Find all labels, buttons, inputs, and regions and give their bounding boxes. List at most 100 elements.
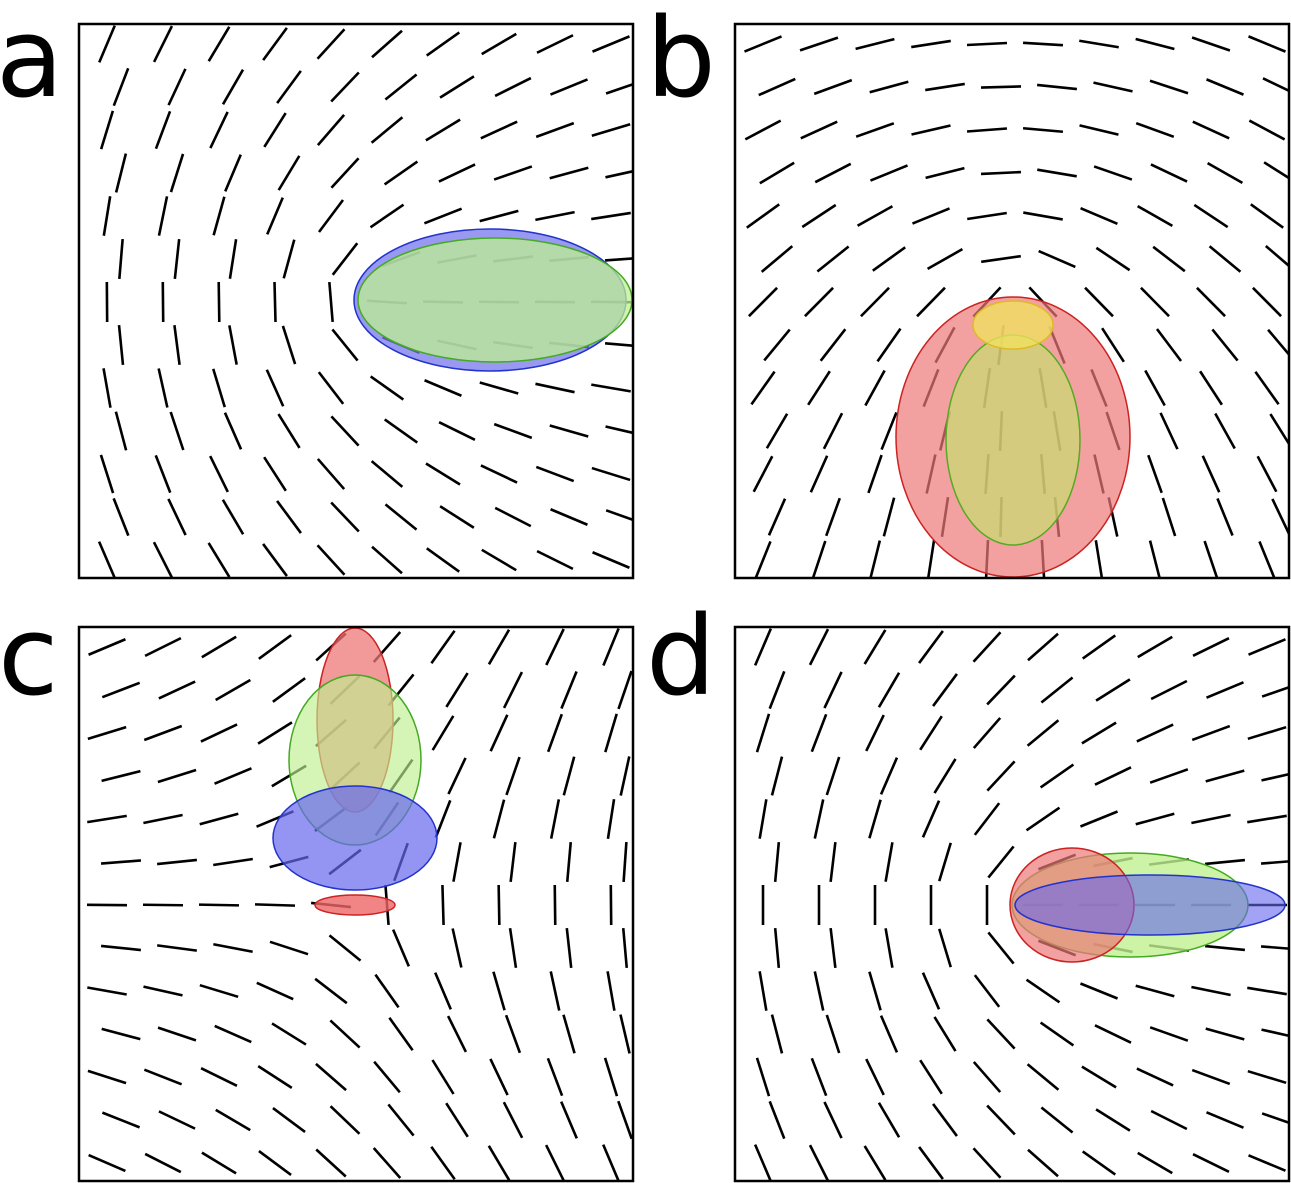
director-segment bbox=[911, 124, 951, 136]
director-segment bbox=[1192, 1153, 1230, 1173]
director-segment bbox=[591, 383, 631, 393]
director-segment bbox=[217, 281, 221, 323]
director-segment bbox=[112, 67, 130, 107]
director-segment bbox=[1216, 497, 1234, 537]
director-segment bbox=[868, 799, 882, 839]
director-segment bbox=[760, 245, 794, 273]
director-segment bbox=[371, 29, 403, 59]
director-segment bbox=[879, 1015, 899, 1053]
director-segment bbox=[823, 1101, 843, 1139]
director-segment bbox=[447, 757, 467, 795]
director-segment bbox=[317, 371, 345, 405]
director-segment bbox=[157, 1026, 197, 1042]
director-segment bbox=[972, 1147, 1002, 1179]
director-segment bbox=[215, 1108, 251, 1132]
director-segment bbox=[560, 1101, 578, 1139]
director-segment bbox=[434, 799, 452, 839]
director-segment bbox=[824, 497, 842, 537]
director-segment bbox=[445, 1102, 469, 1138]
director-segment bbox=[1258, 540, 1276, 578]
director-segment bbox=[156, 858, 198, 866]
director-segment bbox=[746, 203, 780, 229]
director-segment bbox=[88, 1153, 126, 1173]
director-segment bbox=[921, 972, 941, 1010]
director-segment bbox=[549, 971, 561, 1011]
director-segment bbox=[758, 971, 768, 1011]
director-segment bbox=[919, 715, 943, 751]
director-segment bbox=[560, 670, 578, 710]
director-segment bbox=[441, 884, 445, 926]
director-segment bbox=[860, 286, 890, 318]
director-segment bbox=[330, 71, 360, 103]
director-segment bbox=[1204, 944, 1246, 952]
director-segment bbox=[1094, 1024, 1132, 1044]
director-segment bbox=[617, 670, 633, 710]
director-segment bbox=[384, 73, 418, 101]
director-segment bbox=[262, 543, 288, 577]
director-segment bbox=[1150, 163, 1188, 183]
director-segment bbox=[763, 328, 791, 362]
director-segment bbox=[800, 120, 838, 140]
director-segment bbox=[868, 971, 882, 1011]
director-segment bbox=[747, 286, 779, 318]
director-segment bbox=[1260, 860, 1289, 865]
director-segment bbox=[1204, 858, 1246, 866]
director-segment bbox=[1191, 985, 1231, 997]
director-segment bbox=[200, 1066, 238, 1088]
director-segment bbox=[1140, 286, 1170, 318]
director-segment bbox=[884, 842, 894, 882]
director-segment bbox=[967, 211, 1007, 221]
director-segment bbox=[101, 1111, 141, 1129]
director-segment bbox=[606, 971, 616, 1011]
director-segment bbox=[497, 884, 501, 926]
director-segment bbox=[315, 1148, 347, 1178]
director-segment bbox=[536, 549, 574, 571]
director-segment bbox=[1247, 814, 1287, 824]
director-segment bbox=[1095, 678, 1131, 702]
director-segment bbox=[829, 927, 837, 969]
director-segment bbox=[562, 756, 576, 796]
director-segment bbox=[373, 1060, 401, 1094]
director-segment bbox=[1137, 635, 1173, 659]
director-segment bbox=[1256, 455, 1278, 493]
director-segment bbox=[759, 161, 795, 185]
director-segment bbox=[754, 540, 772, 578]
director-segment bbox=[987, 931, 1015, 965]
director-segment bbox=[276, 500, 302, 534]
director-segment bbox=[272, 677, 306, 703]
director-segment bbox=[492, 971, 506, 1011]
director-segment bbox=[544, 1144, 566, 1181]
director-segment bbox=[855, 122, 895, 138]
director-segment bbox=[622, 841, 628, 883]
director-segment bbox=[1261, 1028, 1289, 1038]
lobe-blue bbox=[1014, 874, 1286, 936]
director-segment bbox=[143, 813, 183, 825]
director-segment bbox=[431, 1059, 455, 1095]
director-segment bbox=[173, 324, 181, 366]
director-segment bbox=[1248, 35, 1286, 53]
director-segment bbox=[331, 328, 359, 362]
director-segment bbox=[1036, 83, 1078, 91]
director-segment bbox=[154, 110, 172, 150]
director-segment bbox=[502, 671, 524, 709]
director-segment bbox=[1248, 638, 1286, 656]
director-segment bbox=[1038, 249, 1076, 269]
director-segment bbox=[773, 841, 781, 883]
director-segment bbox=[254, 903, 296, 907]
director-segment bbox=[807, 370, 831, 406]
director-segment bbox=[549, 799, 561, 839]
director-segment bbox=[925, 82, 965, 92]
director-segment bbox=[1094, 766, 1132, 786]
director-segment bbox=[388, 1016, 414, 1052]
director-segment bbox=[605, 169, 633, 179]
director-segment bbox=[925, 166, 965, 180]
director-segment bbox=[492, 799, 506, 839]
director-segment bbox=[918, 630, 944, 664]
director-segment bbox=[169, 411, 185, 451]
director-segment bbox=[316, 114, 346, 146]
director-segment bbox=[1261, 685, 1289, 698]
director-segment bbox=[937, 928, 953, 968]
director-segment bbox=[799, 36, 839, 52]
lobes-d bbox=[1009, 847, 1286, 963]
